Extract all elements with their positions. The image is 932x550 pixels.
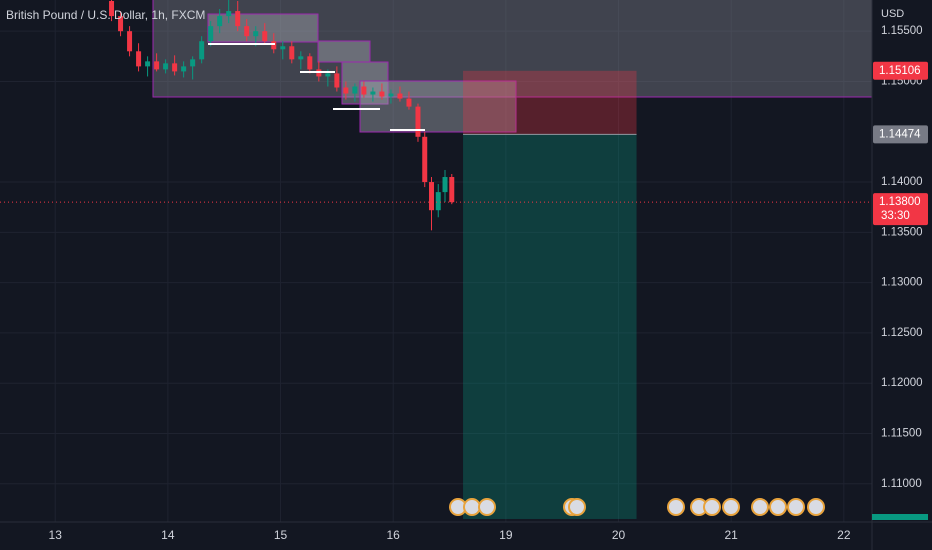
candle-body (334, 73, 340, 88)
candle-body (226, 11, 232, 17)
candle-body (289, 46, 295, 60)
x-tick-label: 21 (724, 528, 738, 542)
event-icon (722, 498, 740, 516)
levels (208, 43, 425, 131)
y-tick-label: 1.12000 (881, 377, 923, 389)
price-label-bg (873, 61, 928, 80)
candle-body (235, 11, 241, 27)
candle-body (253, 31, 259, 37)
candle-body (118, 16, 124, 32)
event-icon (667, 498, 685, 516)
price-label-bg (873, 125, 928, 144)
candle-body (262, 31, 268, 42)
candle-body (280, 46, 286, 50)
candle-body (181, 66, 187, 72)
time-axis (0, 522, 932, 550)
candle-body (428, 182, 434, 211)
grid (0, 0, 872, 522)
candle-body (136, 51, 142, 67)
chart-title: British Pound / U.S. Dollar, 1h, FXCM (6, 8, 205, 22)
event-icon (807, 498, 825, 516)
candle-body (406, 98, 412, 107)
candle-body (172, 63, 178, 72)
event-icon (568, 498, 586, 516)
candles (109, 0, 455, 231)
position-tool (463, 70, 637, 519)
y-tick-label: 1.12500 (881, 327, 923, 339)
event-icon (769, 498, 787, 516)
axes: 1.155001.150001.140001.135001.130001.125… (0, 25, 928, 542)
candle-body (163, 63, 169, 70)
x-tick-label: 15 (274, 528, 288, 542)
candle-body (127, 31, 133, 52)
candle-body (325, 73, 331, 77)
order-block (341, 61, 389, 105)
event-icon (478, 498, 496, 516)
candle-body (422, 136, 428, 183)
candle-body (154, 61, 160, 70)
candle-body (352, 86, 358, 94)
y-tick-label: 1.11500 (881, 428, 922, 440)
candle-body (415, 106, 421, 137)
event-icon (703, 498, 721, 516)
candle-body (298, 56, 304, 60)
x-tick-label: 16 (387, 528, 401, 542)
candle-body (217, 16, 223, 27)
y-tick-label: 1.15500 (881, 25, 923, 37)
currency: USD (881, 8, 904, 20)
y-tick-label: 1.14000 (881, 176, 923, 188)
x-tick-label: 13 (49, 528, 63, 542)
candle-body (199, 41, 205, 60)
candle-body (343, 87, 349, 94)
candle-body (442, 177, 448, 193)
price-axis (872, 0, 932, 550)
candle-body (190, 59, 196, 67)
candle-body (271, 41, 277, 50)
order-block (317, 40, 371, 63)
x-tick-label: 14 (161, 528, 175, 542)
candle-body (435, 192, 441, 211)
candle-body (397, 93, 403, 99)
target-zone (463, 134, 637, 519)
y-tick-label: 1.11000 (881, 478, 922, 490)
candle-body (244, 26, 250, 37)
candle-body (145, 61, 151, 67)
candle-body (109, 1, 115, 17)
candle-body (388, 93, 394, 97)
countdown: 33:30 (881, 210, 910, 222)
candle-body (361, 86, 367, 95)
candle-body (208, 26, 214, 42)
x-tick-label: 22 (837, 528, 851, 542)
price-label: 1.15106 (879, 65, 921, 77)
event-icon (751, 498, 769, 516)
y-tick-label: 1.13000 (881, 277, 923, 289)
price-label: 1.14474 (879, 128, 921, 140)
candle-body (370, 91, 376, 95)
event-icons (449, 498, 825, 516)
x-tick-label: 19 (499, 528, 513, 542)
event-icon (463, 498, 481, 516)
candle-body (307, 56, 313, 70)
stop-zone (463, 70, 637, 135)
volume-indicator (872, 514, 928, 520)
last-price-bg (873, 193, 928, 226)
event-icon (787, 498, 805, 516)
candle-body (379, 91, 385, 97)
order-block (359, 80, 517, 133)
y-tick-label: 1.13500 (881, 226, 923, 238)
last-price-label: 1.13800 (879, 196, 921, 208)
x-tick-label: 20 (612, 528, 626, 542)
candle-body (449, 177, 455, 203)
